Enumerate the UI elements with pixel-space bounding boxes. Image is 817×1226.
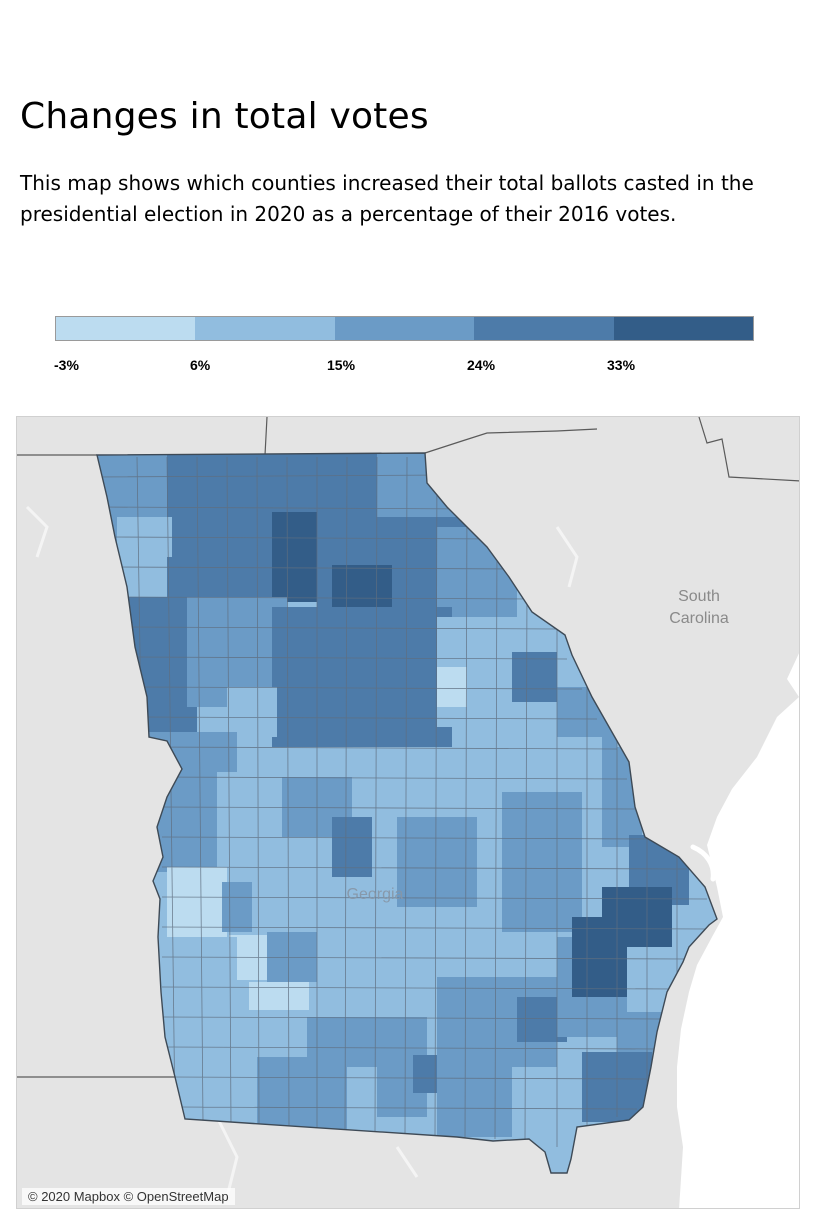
legend-swatch [334, 317, 475, 340]
county-region[interactable] [502, 792, 582, 932]
color-legend [55, 316, 754, 341]
county-region[interactable] [437, 667, 467, 707]
label-south-carolina: Carolina [669, 610, 729, 627]
page-title: Changes in total votes [20, 96, 429, 137]
county-region[interactable] [602, 887, 672, 957]
legend-tick: 15% [327, 357, 356, 373]
label-georgia: Georgia [347, 886, 404, 903]
county-region[interactable] [227, 687, 277, 737]
county-region[interactable] [332, 565, 392, 610]
legend-swatch [195, 317, 335, 340]
county-region[interactable] [267, 932, 317, 982]
county-region[interactable] [272, 607, 452, 747]
county-region[interactable] [307, 1017, 377, 1067]
county-region[interactable] [257, 1057, 347, 1137]
county-region[interactable] [249, 982, 309, 1010]
legend-tick: 33% [607, 357, 636, 373]
state-border-lines [17, 417, 799, 1078]
county-region[interactable] [222, 882, 252, 932]
county-region[interactable] [397, 817, 477, 907]
page-description: This map shows which counties increased … [20, 171, 754, 226]
county-region[interactable] [512, 1067, 582, 1147]
legend-tick: 6% [190, 357, 211, 373]
legend-swatch [613, 317, 754, 340]
river-lines [25, 505, 579, 1198]
atlantic-ocean [677, 653, 799, 1208]
label-south-carolina: South [678, 588, 720, 605]
county-region[interactable] [512, 652, 557, 702]
county-region[interactable] [167, 867, 227, 937]
map-attribution[interactable]: © 2020 Mapbox © OpenStreetMap [22, 1188, 235, 1205]
georgia-state-border [96, 452, 718, 1174]
county-region[interactable] [272, 512, 317, 602]
legend-tick: -3% [54, 357, 79, 373]
legend-swatch [474, 317, 614, 340]
legend-swatch [56, 317, 196, 340]
georgia-county-map[interactable]: South Carolina Georgia [16, 416, 800, 1209]
legend-tick: 24% [467, 357, 496, 373]
county-region[interactable] [332, 817, 372, 877]
